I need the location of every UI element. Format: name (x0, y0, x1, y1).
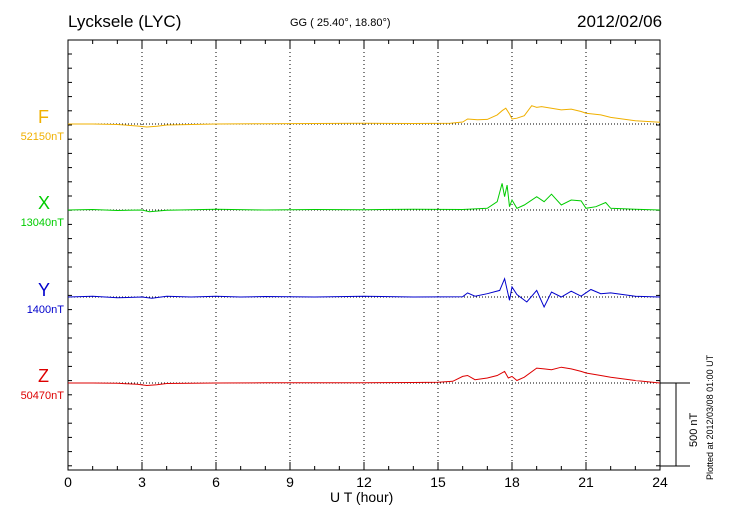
x-axis-label: U T (hour) (330, 489, 394, 505)
station-title: Lycksele (LYC) (68, 12, 182, 31)
component-baseline-y: 1400nT (26, 304, 64, 316)
x-tick-label: 3 (138, 474, 146, 490)
scale-bar (660, 382, 690, 467)
grid-lines (141, 40, 587, 470)
component-baseline-x: 13040nT (20, 217, 64, 229)
component-name-f: F (38, 107, 49, 127)
x-tick-label: 12 (356, 474, 372, 490)
x-tick-label: 0 (64, 474, 72, 490)
x-axis-ticks (67, 40, 661, 470)
component-name-x: X (38, 193, 51, 213)
geographic-coordinates: GG ( 25.40°, 18.80°) (290, 17, 391, 29)
component-baseline-f: 52150nT (20, 131, 64, 143)
trace-z (68, 366, 661, 387)
x-tick-label: 24 (652, 474, 668, 490)
y-minor-ticks (68, 53, 660, 467)
trace-x (67, 183, 661, 213)
x-tick-label: 6 (212, 474, 220, 490)
component-traces (67, 105, 661, 387)
trace-y (67, 277, 661, 309)
x-tick-label: 9 (286, 474, 294, 490)
x-tick-label: 21 (578, 474, 594, 490)
x-tick-label: 15 (430, 474, 446, 490)
plotted-timestamp: Plotted at 2012/03/08 01:00 UT (705, 354, 715, 480)
plot-date: 2012/02/06 (577, 12, 663, 31)
component-baseline-z: 50470nT (20, 390, 64, 402)
x-tick-label: 18 (504, 474, 520, 490)
trace-f (68, 105, 661, 128)
scale-bar-label: 500 nT (688, 412, 700, 447)
component-name-y: Y (38, 280, 51, 300)
component-name-z: Z (38, 366, 49, 386)
